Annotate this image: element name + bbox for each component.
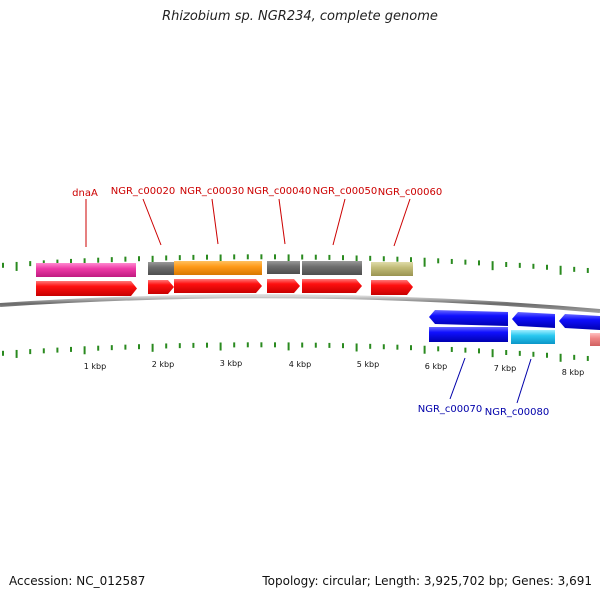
gene-arrow-next[interactable]	[559, 314, 600, 330]
map-title: Rhizobium sp. NGR234, complete genome	[162, 9, 438, 24]
gene-arrow-ngr-c00070[interactable]	[429, 310, 508, 326]
scale-label-8kbp: 8 kbp	[562, 368, 584, 377]
gene-label-ngr-c00050[interactable]: NGR_c00050	[313, 186, 378, 197]
scale-label-5kbp: 5 kbp	[357, 360, 379, 369]
forward-gene-arrows	[36, 279, 413, 296]
gene-arrow-ngr-c00050[interactable]	[302, 279, 362, 293]
gene-arrow-ngr-c00040[interactable]	[267, 279, 300, 293]
gene-bar-ngr-c00050[interactable]	[302, 261, 362, 275]
gene-arrow-dnaa[interactable]	[36, 281, 137, 296]
gene-bar-ngr-c00060[interactable]	[371, 262, 413, 276]
forward-label-leaders	[85, 198, 411, 247]
scale-labels: 1 kbp 2 kbp 3 kbp 4 kbp 5 kbp 6 kbp 7 kb…	[84, 359, 584, 377]
forward-gene-labels: dnaA NGR_c00020 NGR_c00030 NGR_c00040 NG…	[72, 186, 442, 199]
scale-label-1kbp: 1 kbp	[84, 362, 106, 371]
gene-label-ngr-c00040[interactable]: NGR_c00040	[247, 186, 312, 197]
genome-summary-text: Topology: circular; Length: 3,925,702 bp…	[262, 574, 592, 588]
reverse-gene-arrows	[429, 310, 600, 330]
forward-category-bars	[36, 261, 413, 277]
gene-label-ngr-c00070[interactable]: NGR_c00070	[418, 404, 483, 415]
gene-bar-ngr-c00070[interactable]	[429, 327, 508, 342]
gene-label-ngr-c00020[interactable]: NGR_c00020	[111, 186, 176, 197]
gene-label-dnaa[interactable]: dnaA	[72, 188, 98, 199]
gene-bar-ngr-c00040[interactable]	[267, 261, 300, 274]
reverse-gene-labels: NGR_c00070 NGR_c00080	[418, 404, 550, 418]
gene-arrow-ngr-c00020[interactable]	[148, 280, 174, 294]
gene-arrow-ngr-c00080[interactable]	[512, 312, 555, 328]
scale-label-4kbp: 4 kbp	[289, 360, 311, 369]
scale-label-6kbp: 6 kbp	[425, 362, 447, 371]
gene-label-ngr-c00080[interactable]: NGR_c00080	[485, 407, 550, 418]
scale-label-2kbp: 2 kbp	[152, 360, 174, 369]
accession-text: Accession: NC_012587	[9, 574, 146, 588]
scale-label-3kbp: 3 kbp	[220, 359, 242, 368]
gene-bar-ngr-c00020[interactable]	[148, 262, 174, 275]
gene-label-ngr-c00030[interactable]: NGR_c00030	[180, 186, 245, 197]
reverse-category-bars	[429, 327, 600, 346]
gene-bar-dnaa[interactable]	[36, 263, 136, 277]
gene-arrow-ngr-c00060[interactable]	[371, 280, 413, 295]
gene-label-ngr-c00060[interactable]: NGR_c00060	[378, 187, 443, 198]
gene-bar-ngr-c00030[interactable]	[174, 261, 262, 275]
genome-backbone	[0, 294, 600, 313]
scale-label-7kbp: 7 kbp	[494, 364, 516, 373]
gene-bar-ngr-c00080[interactable]	[511, 330, 555, 344]
reverse-label-leaders	[449, 357, 532, 404]
gene-arrow-ngr-c00030[interactable]	[174, 279, 262, 293]
gene-bar-next[interactable]	[590, 333, 600, 346]
